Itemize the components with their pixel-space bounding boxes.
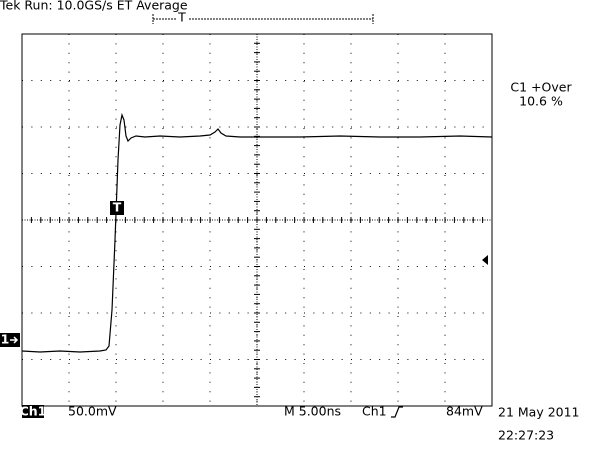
measurement-value: 10.6 % — [519, 94, 563, 109]
time: 22:27:23 — [498, 428, 554, 443]
trigger-marker-bg — [110, 201, 124, 215]
trigger-level: 84mV — [446, 404, 483, 419]
status: Tek Run: 10.0GS/s ET Average — [0, 0, 188, 13]
date: 21 May 2011 — [498, 405, 580, 420]
trigger-position-bg — [176, 12, 188, 25]
channel-marker: 1 — [1, 332, 10, 347]
channel-arrow — [10, 336, 19, 344]
trigger-level-arrow — [482, 255, 488, 265]
channel-badge: Ch1 — [20, 404, 47, 419]
vertical-scale: 50.0mV — [68, 404, 117, 419]
record-bracket — [152, 14, 374, 24]
waveform — [21, 112, 493, 353]
trigger-marker: T — [113, 200, 122, 215]
measurement-label: C1 +Over — [510, 80, 572, 95]
timebase: M 5.00ns — [284, 404, 341, 419]
trigger-slope — [391, 406, 403, 418]
trigger-position-marker: T — [177, 10, 186, 25]
channel-badge-bg — [22, 405, 44, 418]
trigger-source: Ch1 — [362, 404, 387, 419]
graticule — [21, 33, 493, 407]
